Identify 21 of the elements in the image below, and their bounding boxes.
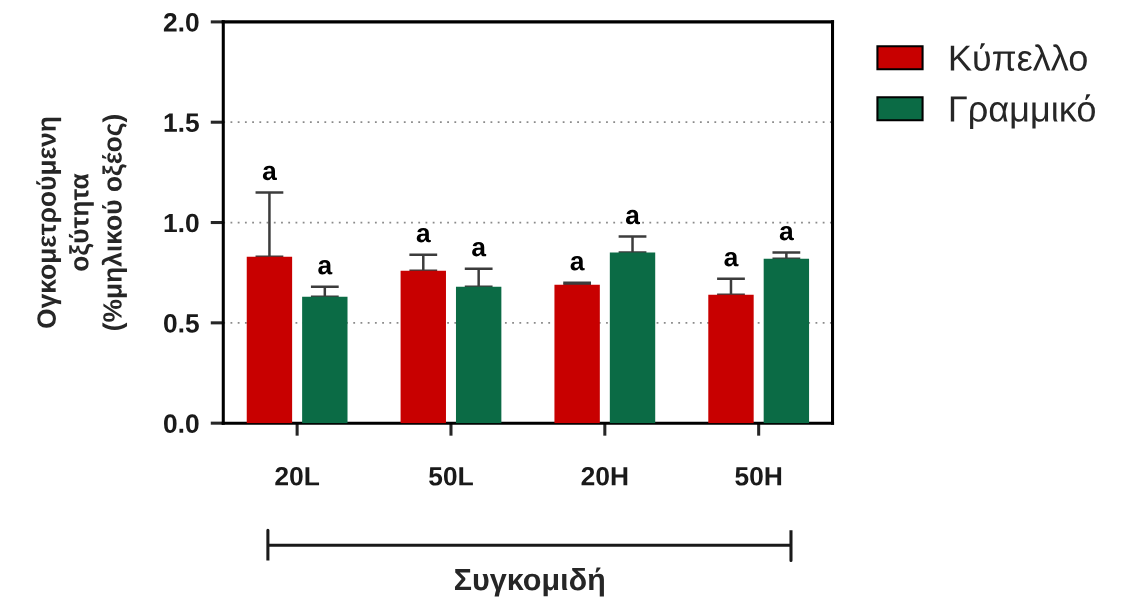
data-label: a xyxy=(779,225,794,241)
data-label: a xyxy=(318,260,333,275)
y-tick-label: 0.0 xyxy=(164,414,199,433)
x-tick-label: 50L xyxy=(429,466,473,486)
data-label: a xyxy=(262,165,277,181)
x-tick-label: 50H xyxy=(735,466,782,486)
legend-label: Κύπελλο xyxy=(950,43,1087,71)
y-tick-label: 1.0 xyxy=(164,213,199,233)
data-label: a xyxy=(472,241,487,257)
y-axis-title: Ογκομετρούμενη οξύτητα (%μηλικού οξέος) xyxy=(36,115,128,330)
data-label: a xyxy=(724,252,739,267)
x-axis-title: Συγκομιδή xyxy=(454,567,604,597)
legend-label: Γραμμικό xyxy=(950,94,1095,129)
x-tick-label: 20L xyxy=(275,466,320,486)
data-label: a xyxy=(570,256,585,271)
x-tick-label: 20H xyxy=(581,466,628,486)
y-tick-label: 1.5 xyxy=(164,113,199,133)
y-tick-label: 0.5 xyxy=(164,313,199,333)
y-tick-label: 2.0 xyxy=(163,13,199,32)
data-label: a xyxy=(625,209,641,225)
data-label: a xyxy=(416,227,431,243)
